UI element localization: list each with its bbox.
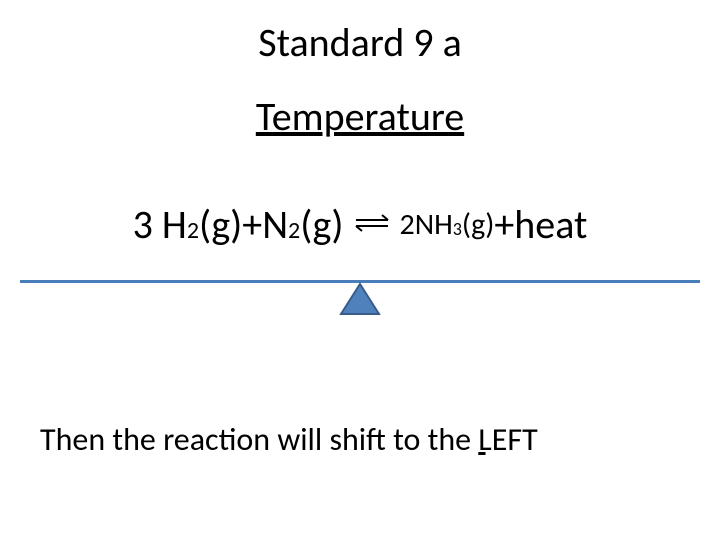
eq-plus1: +: [242, 200, 262, 249]
chemical-equation: 3 H 2 (g) + N 2 (g) 2NH 3 (g) + heat: [0, 200, 720, 249]
slide: Standard 9 a Temperature 3 H 2 (g) + N 2…: [0, 0, 720, 540]
answer-blank: LEFT_____: [478, 420, 565, 459]
slide-subtitle: Temperature: [0, 92, 720, 141]
answer-value: LEFT: [478, 420, 537, 459]
eq-rhs1: 2NH: [400, 206, 453, 243]
eq-lhs2: N: [262, 200, 288, 249]
eq-lhs2-state: (g): [300, 200, 343, 249]
eq-plus2: +: [494, 200, 514, 249]
answer-prefix: Then the reaction will shift to the: [40, 420, 478, 459]
equation-container: 3 H 2 (g) + N 2 (g) 2NH 3 (g) + heat: [0, 200, 720, 280]
eq-lhs1: 3 H: [133, 200, 187, 249]
eq-lhs2-sub: 2: [288, 216, 300, 245]
eq-rhs1-state: (g): [462, 206, 494, 243]
eq-rhs1-sub: 3: [453, 218, 462, 240]
eq-lhs1-state: (g): [199, 200, 242, 249]
answer-sentence: Then the reaction will shift to the LEFT…: [40, 420, 680, 459]
slide-title: Standard 9 a: [0, 18, 720, 67]
fulcrum-triangle-icon: [339, 282, 381, 316]
eq-lhs1-sub: 2: [187, 216, 199, 245]
equilibrium-arrow-icon: [350, 207, 394, 242]
eq-heat: heat: [514, 200, 587, 249]
